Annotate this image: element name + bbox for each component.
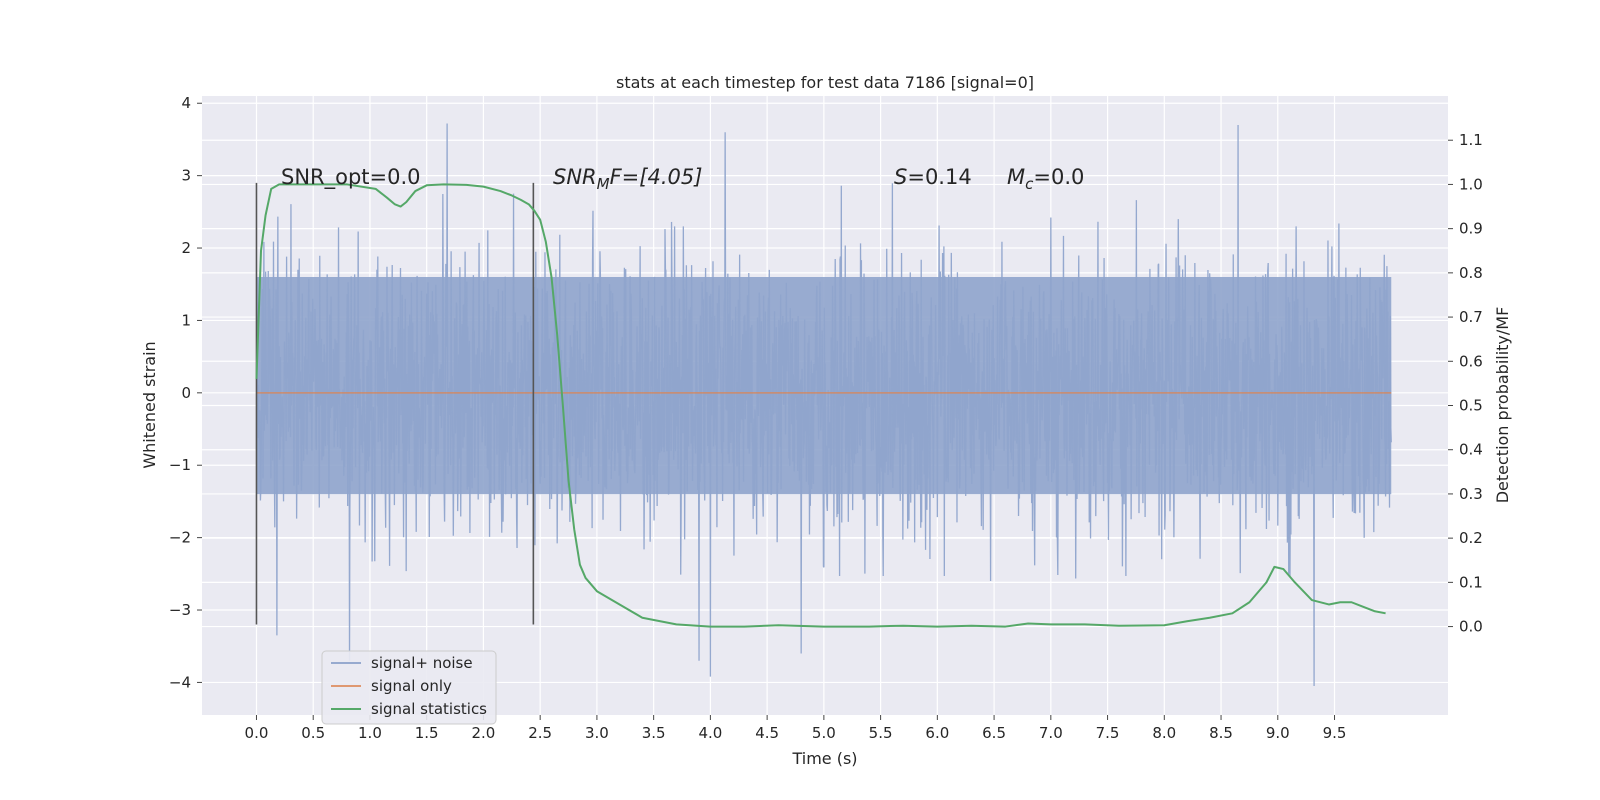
legend-label: signal only: [371, 677, 452, 695]
y2-tick-label: 0.7: [1459, 308, 1483, 326]
noise-series: [255, 123, 1392, 687]
legend-label: signal statistics: [371, 700, 487, 718]
x-tick-label: 1.0: [358, 724, 382, 742]
y2-axis-ticks: 1.1 1.0 0.9 0.8 0.7 0.6 0.5 0.4 0.3 0.2 0.1 0.0: [1448, 131, 1483, 636]
x-tick-label: 0.5: [301, 724, 325, 742]
y-tick-label: 0: [181, 384, 191, 402]
x-tick-label: 6.0: [925, 724, 949, 742]
x-tick-label: 7.0: [1039, 724, 1063, 742]
x-tick-label: 2.0: [471, 724, 495, 742]
annotation-snr-mf: SNRMF=[4.05]: [553, 165, 702, 193]
y-tick-label: −4: [169, 673, 191, 691]
y-axis-ticks: 4 3 2 1 0 −1 −2 −3 −4: [169, 94, 202, 691]
legend: signal+ noise signal only signal statistic…: [321, 650, 497, 725]
annotation-mc: Mc=0.0: [1007, 165, 1084, 193]
y2-tick-label: 0.3: [1459, 485, 1483, 503]
x-tick-label: 8.0: [1152, 724, 1176, 742]
y2-tick-label: 0.1: [1459, 573, 1483, 591]
y2-tick-label: 0.4: [1459, 441, 1483, 459]
x-tick-label: 9.5: [1323, 724, 1347, 742]
x-tick-label: 1.5: [415, 724, 439, 742]
x-tick-label: 5.0: [812, 724, 836, 742]
y2-tick-label: 1.1: [1459, 131, 1483, 149]
x-axis-ticks: 0.0 0.5 1.0 1.5 2.0 2.5 3.0 3.5 4.0 4.5 5.0 5.5 6.0 6…: [245, 715, 1347, 742]
y2-tick-label: 0.8: [1459, 264, 1483, 282]
x-tick-label: 8.5: [1209, 724, 1233, 742]
signal-statistics-series: [255, 183, 1386, 628]
annotation-snr-mf-sub: M: [597, 175, 610, 193]
x-tick-label: 3.5: [642, 724, 666, 742]
noise-line: [255, 123, 1392, 687]
y-tick-label: 3: [181, 167, 191, 185]
annotation-s-base: S: [894, 165, 907, 189]
x-tick-label: 4.5: [755, 724, 779, 742]
legend-entries: signal+ noise signal only signal statistic…: [331, 654, 487, 718]
x-tick-label: 0.0: [245, 724, 269, 742]
y2-tick-label: 0.9: [1459, 220, 1483, 238]
y2-tick-label: 1.0: [1459, 175, 1483, 193]
annotation-mc-tail: =0.0: [1033, 165, 1084, 189]
x-tick-label: 7.5: [1096, 724, 1120, 742]
legend-label: signal+ noise: [371, 654, 473, 672]
y-tick-label: 2: [181, 239, 191, 257]
y2-tick-label: 0.6: [1459, 352, 1483, 370]
y-tick-label: 1: [181, 311, 191, 329]
x-tick-label: 4.0: [698, 724, 722, 742]
y-tick-label: −1: [169, 456, 191, 474]
annotation-snr-mf-base: SNR: [553, 165, 597, 189]
x-tick-label: 6.5: [982, 724, 1006, 742]
signal-statistics-line: [255, 183, 1386, 628]
annotation-s: S=0.14: [894, 165, 972, 189]
legend-box: [321, 650, 497, 725]
vertical-markers: [255, 182, 535, 625]
y-axis-title: Whitened strain: [140, 341, 159, 468]
x-tick-label: 9.0: [1266, 724, 1290, 742]
annotation-mc-sub: c: [1025, 175, 1034, 193]
annotation-snr-opt: SNR_opt=0.0: [281, 165, 421, 190]
annotation-s-tail: =0.14: [907, 165, 971, 189]
chart-title: stats at each timestep for test data 718…: [616, 73, 1034, 92]
y2-tick-label: 0.2: [1459, 529, 1483, 547]
x-tick-label: 2.5: [528, 724, 552, 742]
y-tick-label: −2: [169, 529, 191, 547]
annotation-snr-mf-tail: F=[4.05]: [610, 165, 703, 189]
y2-axis-title: Detection probability/MF: [1493, 307, 1512, 504]
y-tick-label: −3: [169, 601, 191, 619]
x-tick-label: 3.0: [585, 724, 609, 742]
x-tick-label: 5.5: [869, 724, 893, 742]
y-tick-label: 4: [181, 94, 191, 112]
annotation-mc-base: M: [1007, 165, 1025, 189]
x-axis-title: Time (s): [791, 749, 857, 768]
y2-tick-label: 0.5: [1459, 397, 1483, 415]
y2-tick-label: 0.0: [1459, 618, 1483, 636]
